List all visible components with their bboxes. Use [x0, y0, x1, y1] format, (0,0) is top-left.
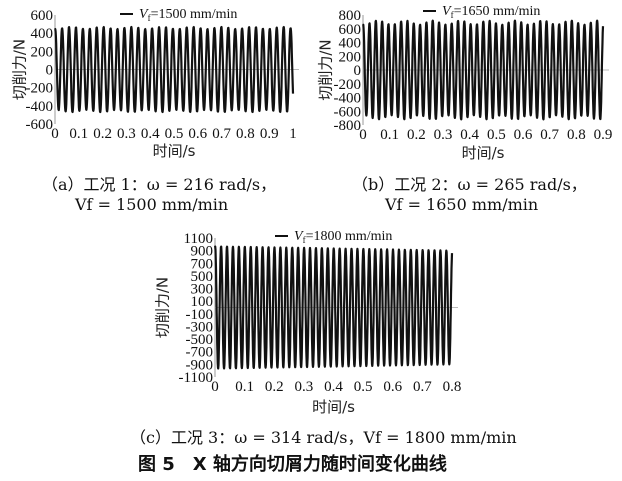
y-tick-label: 400 [339, 36, 362, 52]
legend-rest: =1800 mm/min [306, 229, 393, 244]
series-line [213, 245, 454, 370]
series-line [54, 25, 295, 114]
x-tick-label: 0.3 [117, 126, 136, 142]
legend-sub: f [148, 13, 151, 23]
y-tick-label: 0 [46, 63, 54, 79]
y-tick-label: -800 [334, 118, 362, 134]
legend-v: V [294, 229, 304, 244]
legend: Vf=1800 mm/min [275, 229, 392, 245]
y-tick-label: 300 [191, 282, 214, 298]
y-tick-label: 200 [31, 44, 54, 60]
x-axis-label: 时间/s [462, 144, 505, 162]
x-tick-label: 0.7 [212, 126, 231, 142]
x-tick-label: 0.5 [165, 126, 184, 142]
y-tick-label: -600 [26, 117, 54, 133]
chart-c: 1100900700500300100-100-300-500-700-900-… [154, 229, 462, 416]
x-tick-label: 0.5 [487, 127, 506, 143]
series-line [362, 19, 605, 121]
x-tick-label: 0 [51, 126, 59, 142]
x-tick-label: 0.8 [567, 127, 586, 143]
y-axis-label: 切削力/N [317, 39, 335, 100]
caption-b-line2: Vf = 1650 mm/min [385, 195, 539, 214]
legend-sub: f [451, 10, 454, 20]
caption-c: （c）工况 3：ω = 314 rad/s，Vf = 1800 mm/min [130, 428, 517, 447]
legend: Vf=1650 mm/min [423, 4, 540, 20]
legend-v: V [139, 7, 149, 22]
x-tick-label: 0.7 [540, 127, 559, 143]
x-tick-label: 0.4 [141, 126, 160, 142]
legend-rest: =1650 mm/min [454, 4, 541, 19]
x-axis-label: 时间/s [312, 398, 355, 416]
x-tick-label: 0.5 [354, 379, 373, 395]
x-tick-label: 0.4 [324, 379, 343, 395]
x-tick-label: 0.2 [407, 127, 426, 143]
caption-a-line2: Vf = 1500 mm/min [75, 195, 229, 214]
y-tick-label: -200 [26, 81, 54, 97]
y-tick-label: 600 [339, 22, 362, 38]
y-tick-label: -100 [186, 307, 214, 323]
y-tick-label: -300 [186, 319, 214, 335]
y-tick-label: -1100 [179, 370, 213, 386]
x-tick-label: 0.1 [235, 379, 254, 395]
x-axis-label: 时间/s [153, 142, 196, 160]
x-tick-label: 1 [289, 126, 297, 142]
y-tick-label: -900 [186, 357, 214, 373]
x-tick-label: 0 [211, 379, 219, 395]
legend-label: Vf=1500 mm/min [139, 7, 237, 23]
legend-label: Vf=1650 mm/min [442, 4, 540, 20]
legend-sub: f [303, 235, 306, 245]
x-tick-label: 0.9 [260, 126, 279, 142]
y-tick-label: 200 [339, 49, 362, 65]
x-tick-label: 0.4 [460, 127, 479, 143]
y-tick-label: -600 [334, 104, 362, 120]
x-tick-label: 0.2 [93, 126, 112, 142]
x-tick-label: 0.1 [380, 127, 399, 143]
legend: Vf=1500 mm/min [120, 7, 237, 23]
x-tick-label: 0.2 [265, 379, 284, 395]
y-tick-label: 100 [191, 294, 214, 310]
y-tick-label: -200 [334, 77, 362, 93]
y-tick-label: 600 [31, 8, 54, 24]
x-tick-label: 0.9 [594, 127, 613, 143]
y-tick-label: -400 [334, 91, 362, 107]
legend-rest: =1500 mm/min [151, 7, 238, 22]
y-tick-label: 700 [191, 256, 214, 272]
x-tick-label: 0.6 [383, 379, 402, 395]
y-tick-label: 0 [354, 63, 362, 79]
y-tick-label: -500 [186, 332, 214, 348]
x-tick-label: 0.3 [295, 379, 314, 395]
x-tick-label: 0.6 [514, 127, 533, 143]
caption-b-line1: （b）工况 2：ω = 265 rad/s， [352, 175, 587, 194]
x-tick-label: 0.8 [236, 126, 255, 142]
y-tick-label: 900 [191, 244, 214, 260]
x-tick-label: 0.7 [413, 379, 432, 395]
x-tick-label: 0.3 [434, 127, 453, 143]
x-tick-label: 0 [359, 127, 367, 143]
x-tick-label: 0.1 [69, 126, 88, 142]
y-tick-label: 400 [31, 26, 54, 42]
x-tick-label: 0.8 [443, 379, 462, 395]
y-axis-label: 切削力/N [154, 277, 172, 338]
y-axis-label: 切削力/N [11, 39, 29, 100]
y-tick-label: -700 [186, 345, 214, 361]
y-tick-label: 800 [339, 8, 362, 24]
figure-title: 图 5 X 轴方向切屑力随时间变化曲线 [138, 454, 447, 475]
y-tick-label: -400 [26, 99, 54, 115]
legend-v: V [442, 4, 452, 19]
y-tick-label: 1100 [184, 231, 213, 247]
y-tick-label: 500 [191, 269, 214, 285]
x-tick-label: 0.6 [188, 126, 207, 142]
caption-a-line1: （a）工况 1：ω = 216 rad/s， [42, 175, 277, 194]
legend-label: Vf=1800 mm/min [294, 229, 392, 245]
